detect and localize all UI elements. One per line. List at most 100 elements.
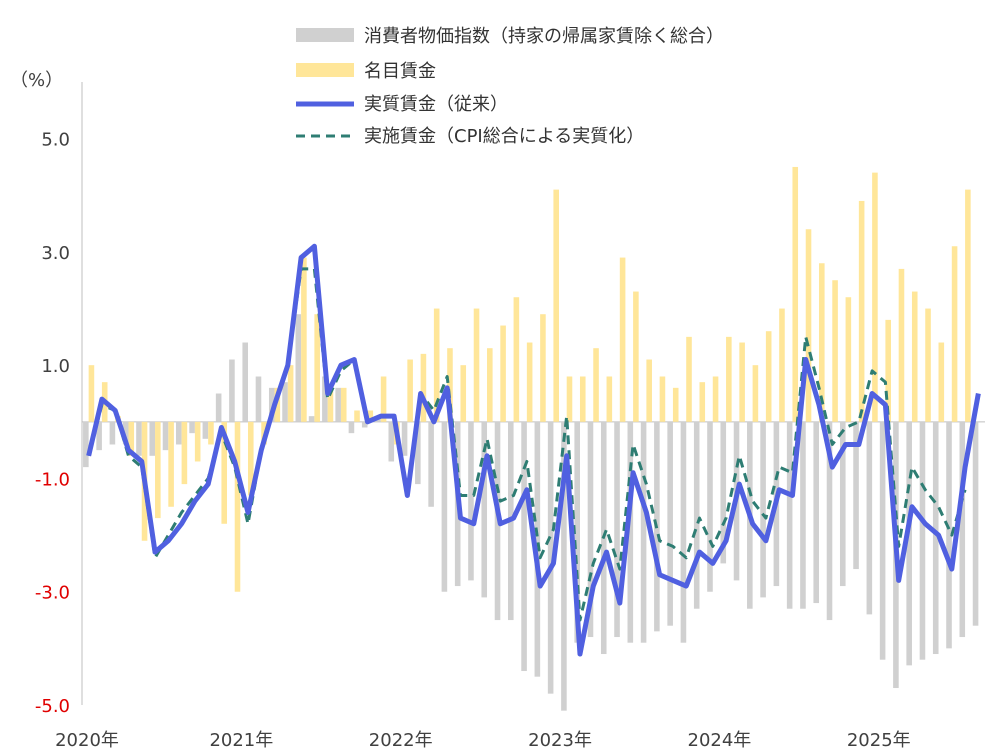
nominal-bars [88, 166, 971, 592]
nominal-bar [845, 297, 852, 422]
nominal-bar [340, 387, 347, 422]
nominal-bar [380, 376, 387, 422]
x-tick-label: 2023年 [528, 730, 592, 751]
cpi-bar [189, 421, 195, 434]
cpi-bar [786, 421, 793, 609]
nominal-bar [88, 365, 95, 422]
nominal-bar [181, 421, 188, 485]
nominal-bar [686, 336, 692, 422]
cpi-bar [308, 416, 315, 422]
cpi-bar [720, 421, 727, 564]
cpi-bar [826, 421, 833, 621]
nominal-bar [234, 421, 241, 592]
cpi-bar [561, 421, 567, 711]
nominal-bar [168, 421, 174, 507]
nominal-bar [593, 348, 599, 422]
nominal-bar [779, 308, 785, 422]
y-tick-label: 3.0 [41, 243, 70, 264]
cpi-bar [906, 421, 912, 666]
nominal-bar [526, 342, 533, 422]
y-tick-label: 5.0 [41, 130, 70, 151]
y-tick-labels: 5.0 3.0 1.0 -1.0 -3.0 -5.0 [35, 130, 70, 717]
y-tick-label: -5.0 [35, 696, 70, 717]
nominal-bar [367, 410, 374, 422]
nominal-bar [619, 257, 626, 422]
cpi-bar [335, 387, 341, 422]
y-tick-label: -1.0 [35, 469, 70, 490]
nominal-bar [726, 336, 732, 422]
cpi-bar [176, 421, 182, 445]
cpi-bar [109, 421, 116, 445]
nominal-bar [473, 308, 480, 422]
real-cpi-line [87, 267, 967, 622]
nominal-bar [433, 308, 440, 422]
nominal-bar [420, 353, 427, 422]
x-tick-label: 2025年 [847, 730, 911, 751]
cpi-bar [202, 421, 209, 439]
cpi-bar [229, 359, 235, 422]
nominal-bar [327, 387, 334, 422]
cpi-bar [348, 421, 355, 434]
nominal-bar [128, 421, 135, 456]
lines [86, 243, 981, 657]
cpi-bar [468, 421, 474, 581]
nominal-bar [872, 172, 878, 422]
cpi-bar [122, 421, 129, 445]
nominal-bar [832, 280, 838, 422]
cpi-bar [932, 421, 939, 655]
cpi-bar [839, 421, 846, 587]
nominal-bar [301, 257, 307, 422]
cpi-bar [680, 421, 687, 643]
cpi-bar [627, 421, 634, 643]
nominal-bar [566, 376, 573, 422]
legend-swatch-nominal [296, 63, 354, 77]
cpi-bar [322, 376, 328, 422]
nominal-bar [314, 314, 320, 422]
legend-label-cpi: 消費者物価指数（持家の帰属家賃除く総合） [364, 26, 724, 47]
nominal-bar [460, 365, 467, 422]
nominal-bar [646, 359, 652, 422]
cpi-bar [800, 421, 806, 609]
nominal-bar [699, 382, 706, 422]
nominal-bar [965, 189, 971, 422]
legend: 消費者物価指数（持家の帰属家賃除く総合） 名目賃金 実質賃金（従来） 実施賃金（… [296, 26, 724, 147]
nominal-bar [221, 421, 228, 524]
cpi-bar [693, 421, 700, 609]
cpi-bar [853, 421, 859, 570]
nominal-bar [354, 410, 360, 422]
nominal-bar [407, 359, 413, 422]
cpi-bar [96, 421, 102, 451]
cpi-bar [481, 421, 488, 598]
real-line [86, 243, 981, 657]
cpi-bar [547, 421, 554, 694]
cpi-bar [614, 421, 620, 638]
nominal-bar [633, 291, 639, 422]
cpi-bar [361, 421, 368, 428]
y-unit-label: （%） [10, 70, 63, 91]
cpi-bar [388, 421, 395, 462]
legend-label-real: 実質賃金（従来） [364, 94, 508, 115]
legend-label-nominal: 名目賃金 [364, 61, 436, 82]
cpi-bar [919, 421, 926, 660]
nominal-bar [885, 319, 891, 422]
nominal-bar [155, 421, 161, 519]
nominal-bar [858, 200, 865, 422]
nominal-bar [606, 376, 613, 422]
cpi-bar [83, 421, 89, 468]
cpi-bar [136, 421, 142, 456]
x-tick-label: 2020年 [55, 730, 119, 751]
cpi-bar [959, 421, 966, 638]
nominal-bar [739, 342, 745, 422]
legend-swatch-cpi [296, 28, 354, 42]
nominal-bar [911, 291, 918, 422]
nominal-bar [579, 376, 586, 422]
cpi-bar [946, 421, 952, 649]
cpi-bar [282, 382, 288, 422]
cpi-bar [640, 421, 647, 643]
cpi-bar [879, 421, 886, 660]
nominal-bar [819, 263, 825, 422]
nominal-bar [487, 348, 493, 422]
nominal-bar [792, 166, 799, 422]
nominal-bar [553, 189, 559, 422]
